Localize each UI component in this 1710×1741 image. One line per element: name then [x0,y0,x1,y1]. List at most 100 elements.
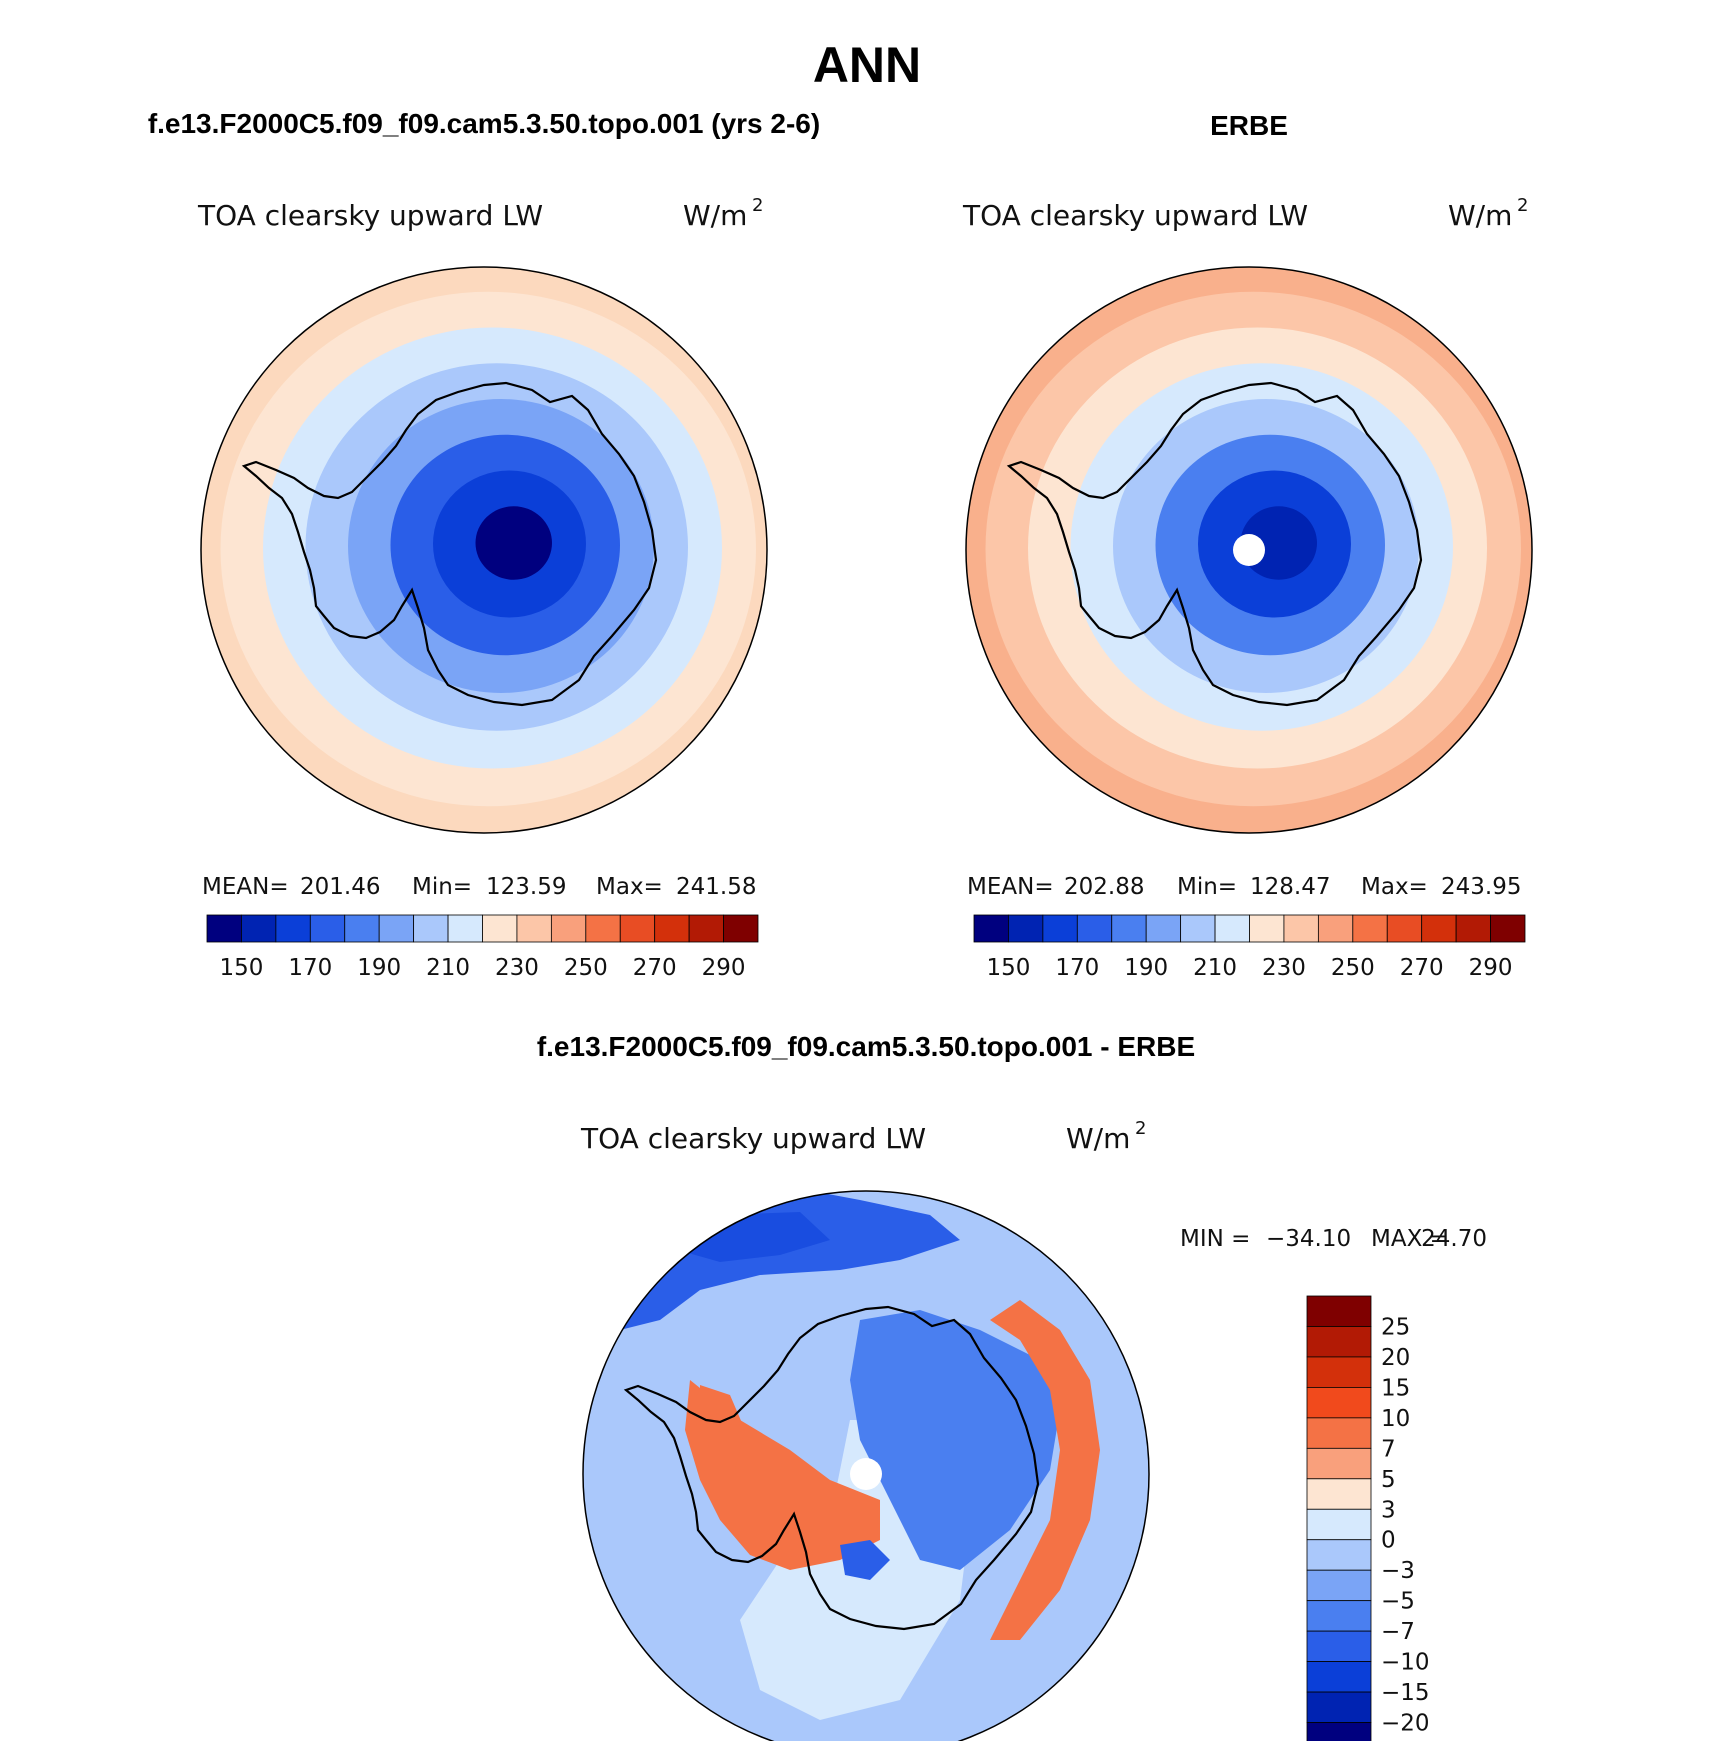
panel-b-colorbar-box-14 [1455,914,1491,943]
panel-c-colorbar-box-0 [1306,1295,1372,1327]
panel-b-colorbar-box-11 [1352,914,1388,943]
panel-b-colorbar: 150 170 190 210 230 250 270 290 [973,914,1526,981]
panel-b-stats: MEAN= 202.88 Min= 128.47 Max= 243.95 [967,874,1521,900]
panel-c-colorbar-box-3 [1306,1387,1372,1419]
panel-c-colorbar-tick: 10 [1381,1406,1410,1432]
panel-c-colorbar-tick: 7 [1381,1436,1396,1462]
panel-b-colorbar-tick: 210 [1193,955,1237,981]
panel-a-colorbar-box-14 [688,914,724,943]
panel-b-colorbar-box-13 [1421,914,1457,943]
panel-b-colorbar-box-4 [1111,914,1147,943]
panel-b-colorbar-tick: 250 [1331,955,1375,981]
panel-a-map-boundary [200,266,768,834]
panel-b-colorbar-box-1 [1008,914,1044,943]
panel-b: TOA clearsky upward LW W/m 2 MEAN= 202.8… [962,195,1533,981]
panel-b-colorbar-tick: 170 [1055,955,1099,981]
panel-c-colorbar-tick: −3 [1381,1558,1415,1584]
panel-b-colorbar-box-5 [1145,914,1182,943]
panel-b-max-label: Max= [1361,874,1428,900]
panel-c-colorbar-box-2 [1306,1356,1372,1388]
panel-a-colorbar-tick: 270 [633,955,677,981]
panel-b-colorbar-box-9 [1283,914,1319,943]
panel-b-colorbar-box-10 [1317,914,1354,943]
panel-a-colorbar-box-7 [447,914,483,943]
panel-c-colorbar-box-12 [1306,1661,1372,1693]
panel-c-max-label: MAX = [1371,1226,1449,1252]
panel-c-colorbar-box-1 [1306,1326,1372,1358]
panel-c-stats: MIN = −34.10 MAX = 24.70 [1180,1226,1487,1252]
panel-c-colorbar-tick: 5 [1381,1467,1396,1493]
panel-c-field-weddell-blue [840,1540,890,1580]
panel-b-pole-hole [1233,534,1265,566]
panel-b-max-value: 243.95 [1441,874,1521,900]
panel-c-colorbar-tick: −5 [1381,1589,1415,1615]
panel-c-map [583,1191,1149,1741]
panel-a-colorbar-box-13 [654,914,690,943]
panel-b-units: W/m [1448,199,1512,232]
panel-b-colorbar-tick: 230 [1262,955,1306,981]
panel-c-colorbar-box-14 [1306,1722,1372,1741]
panel-c-colorbar-box-5 [1306,1447,1372,1480]
panel-a-min-label: Min= [412,874,472,900]
panel-c-map-boundary [582,1190,1150,1741]
panel-a-colorbar-box-0 [206,914,242,943]
panel-b-colorbar-tick: 190 [1124,955,1168,981]
panel-b-colorbar-box-2 [1042,914,1078,943]
panel-c-colorbar-tick: 3 [1381,1497,1396,1523]
panel-a-colorbar-tick: 170 [288,955,332,981]
panel-a-colorbar-box-2 [275,914,311,943]
panel-c-field-east-plateau [850,1310,1060,1570]
panel-a-colorbar-tick: 190 [357,955,401,981]
panel-c-colorbar-tick: −7 [1381,1619,1415,1645]
panel-b-map [966,267,1532,833]
panel-c-max-value: 24.70 [1421,1226,1487,1252]
panel-c-colorbar-tick: 0 [1381,1528,1396,1554]
panel-c-min-label: MIN = [1180,1226,1250,1252]
panel-c-field-peninsula [700,1385,745,1480]
panel-a-colorbar-tick: 210 [426,955,470,981]
panel-b-colorbar-box-15 [1490,914,1526,943]
panel-b-colorbar-box-7 [1214,914,1250,943]
panel-c-colorbar-box-13 [1306,1691,1372,1723]
panel-c-colorbar-box-6 [1306,1478,1372,1510]
panel-a-colorbar-tick: 150 [219,955,263,981]
panel-c-units-exponent: 2 [1135,1118,1146,1139]
panel-b-mean-label: MEAN= [967,874,1054,900]
panel-a-colorbar-box-5 [378,914,415,943]
panel-a-stats: MEAN= 201.46 Min= 123.59 Max= 241.58 [202,874,756,900]
panel-b-colorbar-box-6 [1180,914,1216,943]
panel-a-colorbar-box-6 [413,914,449,943]
panel-c-colorbar-box-8 [1306,1539,1372,1571]
panel-c-field-east-coast-ring [990,1300,1100,1640]
panel-b-colorbar-tick: 290 [1469,955,1513,981]
panel-c-colorbar-tick: 25 [1381,1314,1410,1340]
panel-c-colorbar-box-10 [1306,1600,1372,1632]
panel-a-field-band-7 [475,506,552,580]
figure-title: ANN [813,37,921,93]
panel-a-max-value: 241.58 [676,874,756,900]
panel-b-colorbar-tick: 150 [986,955,1030,981]
panel-b-colorbar-box-3 [1076,914,1113,943]
panel-b-colorbar-box-12 [1386,914,1423,943]
panel-b-variable: TOA clearsky upward LW [962,199,1308,232]
panel-a-colorbar-box-4 [344,914,380,943]
panel-a-colorbar-tick: 290 [702,955,746,981]
panel-b-map-boundary [965,266,1533,834]
panel-b-colorbar-box-0 [973,914,1009,943]
panel-c-colorbar-box-9 [1306,1569,1372,1602]
panel-b-min-label: Min= [1177,874,1237,900]
panel-c-colorbar-box-4 [1306,1417,1372,1449]
panel-c-colorbar-tick: −10 [1381,1650,1430,1676]
panel-b-min-value: 128.47 [1250,874,1330,900]
panel-b-mean-value: 202.88 [1064,874,1144,900]
panel-a-colorbar-tick: 250 [564,955,608,981]
panel-a-colorbar-box-11 [585,914,621,943]
panel-a-mean-value: 201.46 [300,874,380,900]
panel-a-max-label: Max= [596,874,663,900]
panel-c-pole-hole [850,1458,882,1490]
panel-c-colorbar-tick: 15 [1381,1375,1410,1401]
panel-c-units: W/m [1066,1122,1130,1155]
panel-a-min-value: 123.59 [486,874,566,900]
